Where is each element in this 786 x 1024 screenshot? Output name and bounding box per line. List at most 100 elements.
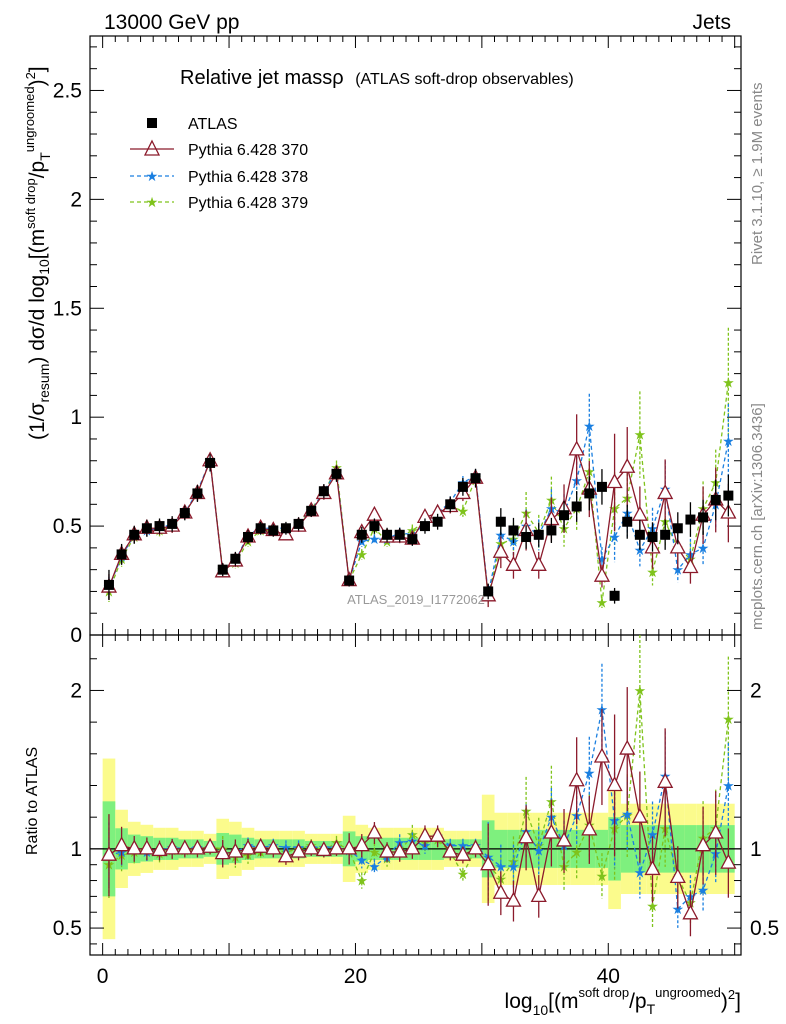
atlas-data-point bbox=[470, 473, 481, 484]
series-point-main: ★ bbox=[495, 528, 508, 544]
atlas-data-point bbox=[533, 529, 544, 540]
y-label-part-3: ) dσ/d log bbox=[26, 275, 49, 364]
atlas-data-point bbox=[596, 481, 607, 492]
series-point-ratio bbox=[669, 868, 686, 884]
series-point-ratio: ★ bbox=[570, 845, 583, 861]
atlas-data-point bbox=[268, 525, 279, 536]
y-label-part-6: soft drop bbox=[23, 178, 38, 229]
series-point-ratio bbox=[378, 842, 396, 858]
series-point-ratio bbox=[631, 807, 648, 823]
y-tick-label-main: 0 bbox=[70, 624, 82, 647]
atlas-data-point bbox=[483, 586, 494, 597]
atlas-data-point bbox=[508, 525, 519, 536]
y-tick-label-ratio-right: 0.5 bbox=[750, 917, 779, 940]
series-point-ratio bbox=[581, 820, 598, 836]
x-label-part-7: ungroomed bbox=[655, 985, 721, 1000]
series-point-ratio bbox=[265, 839, 282, 855]
x-label-part-3: [(m bbox=[548, 990, 578, 1013]
series-point-ratio: ★ bbox=[355, 853, 368, 869]
series-point-ratio: ★ bbox=[646, 828, 659, 844]
series-point-ratio bbox=[442, 842, 459, 858]
atlas-data-point bbox=[546, 525, 557, 536]
series-point-ratio bbox=[518, 828, 535, 844]
series-point-ratio: ★ bbox=[722, 778, 735, 794]
series-point-ratio bbox=[606, 776, 623, 792]
rivet-version-text: Rivet 3.1.10, ≥ 1.9M events bbox=[749, 83, 766, 266]
y-label-part-10: ) bbox=[26, 79, 49, 86]
series-point-ratio: ★ bbox=[507, 859, 520, 875]
series-point-ratio bbox=[138, 839, 155, 855]
series-point-main bbox=[682, 558, 699, 574]
series-point-main: ★ bbox=[634, 543, 647, 559]
series-point-main bbox=[593, 566, 611, 582]
x-label-part-1: log bbox=[505, 990, 533, 1013]
series-point-main: ★ bbox=[672, 563, 685, 579]
series-point-main bbox=[505, 555, 522, 571]
series-point-ratio: ★ bbox=[406, 828, 419, 844]
axes-ticks: 0 20 40 0 0.5 1 1.5 2 2.5 0.5 0.5 1 1 2 2 bbox=[53, 36, 779, 988]
series-point-ratio: ★ bbox=[672, 902, 685, 918]
atlas-data-point bbox=[306, 505, 317, 516]
series-point-main: ★ bbox=[722, 434, 735, 450]
series-point-ratio bbox=[530, 887, 547, 903]
y-label-part-1: (1/σ bbox=[26, 402, 49, 440]
atlas-data-point bbox=[584, 488, 595, 499]
atlas-data-point bbox=[217, 564, 228, 575]
x-tick-label: 0 bbox=[97, 965, 109, 988]
series-point-ratio bbox=[290, 842, 307, 858]
header-jets-label: Jets bbox=[692, 11, 731, 34]
atlas-data-point bbox=[521, 531, 532, 542]
series-point-main: ★ bbox=[457, 504, 470, 520]
series-point-ratio bbox=[366, 823, 383, 839]
series-point-ratio bbox=[176, 839, 193, 855]
series-point-ratio: ★ bbox=[457, 867, 470, 883]
series-point-ratio bbox=[164, 839, 181, 855]
y-tick-label-ratio-right: 1 bbox=[750, 838, 762, 861]
y-label-part-4: 10 bbox=[36, 259, 52, 275]
atlas-data-point bbox=[723, 490, 734, 501]
series-point-ratio bbox=[694, 836, 712, 852]
series-point-ratio: ★ bbox=[368, 859, 381, 875]
series-point-ratio bbox=[555, 831, 573, 847]
series-point-main bbox=[492, 542, 509, 558]
atlas-data-point bbox=[445, 499, 456, 510]
series-point-ratio bbox=[543, 823, 560, 839]
y-tick-label-main: 2 bbox=[70, 188, 82, 211]
legend-379-label: Pythia 6.428 379 bbox=[188, 195, 308, 212]
series-point-ratio: ★ bbox=[368, 845, 381, 861]
series-point-main bbox=[366, 505, 383, 521]
y-tick-label-ratio-left: 1 bbox=[70, 838, 82, 861]
ratio-series-layer: ★★ ★ ★ ★★★ ★★ ★★ ★★★★★★★★★★★★★★★★ ★ ★★★★ ★★★★★★★★… bbox=[100, 635, 737, 937]
series-point-ratio bbox=[505, 891, 522, 907]
atlas-data-point bbox=[495, 516, 506, 527]
series-point-ratio bbox=[391, 842, 408, 858]
series-point-ratio: ★ bbox=[355, 874, 368, 890]
series-point-ratio: ★ bbox=[722, 712, 735, 728]
y-label-part-7: /p bbox=[26, 161, 49, 179]
atlas-data-point bbox=[660, 529, 671, 540]
atlas-data-point bbox=[129, 529, 140, 540]
series-point-ratio bbox=[353, 836, 370, 852]
series-point-main: ★ bbox=[634, 428, 647, 444]
atlas-data-point bbox=[255, 523, 266, 534]
atlas-data-point bbox=[622, 516, 633, 527]
series-point-main bbox=[631, 505, 648, 521]
series-point-main bbox=[619, 457, 636, 473]
series-point-ratio bbox=[100, 845, 118, 861]
atlas-data-point bbox=[382, 529, 393, 540]
series-point-main: ★ bbox=[722, 375, 735, 391]
series-point-ratio bbox=[201, 837, 219, 853]
y-tick-label-main: 1.5 bbox=[53, 297, 82, 320]
series-point-ratio: ★ bbox=[634, 683, 647, 699]
legend-atlas-label: ATLAS bbox=[188, 116, 238, 133]
atlas-data-point bbox=[609, 590, 620, 601]
series-point-ratio: ★ bbox=[634, 866, 647, 882]
atlas-data-point bbox=[318, 486, 329, 497]
legend-370-label: Pythia 6.428 370 bbox=[188, 142, 308, 159]
atlas-data-point bbox=[293, 518, 304, 529]
mcplots-credit-text: mcplots.cern.ch [arXiv:1306.3436] bbox=[749, 403, 766, 630]
series-point-ratio bbox=[151, 841, 168, 857]
y-label-part-9: ungroomed bbox=[22, 86, 37, 152]
atlas-data-point bbox=[394, 529, 405, 540]
series-point-ratio bbox=[404, 839, 421, 855]
